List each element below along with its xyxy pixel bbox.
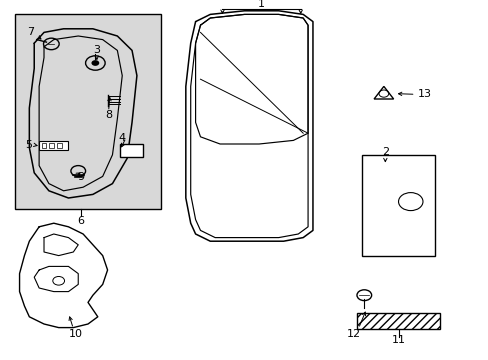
Text: 10: 10 xyxy=(69,329,82,339)
Text: 4: 4 xyxy=(119,132,125,143)
Text: 11: 11 xyxy=(391,335,405,345)
Bar xyxy=(57,143,61,148)
Bar xyxy=(15,14,161,209)
Bar xyxy=(120,144,143,157)
Text: 8: 8 xyxy=(105,110,112,120)
Text: 2: 2 xyxy=(381,147,388,157)
Text: 1: 1 xyxy=(258,0,264,9)
Bar xyxy=(361,155,434,256)
Text: 13: 13 xyxy=(417,89,431,99)
Text: 12: 12 xyxy=(346,329,360,339)
Circle shape xyxy=(91,60,99,66)
Text: 3: 3 xyxy=(93,45,100,55)
Bar xyxy=(49,143,54,148)
Text: 6: 6 xyxy=(77,216,84,226)
Bar xyxy=(356,313,439,329)
Text: 7: 7 xyxy=(27,27,34,37)
Bar xyxy=(41,143,46,148)
Text: 9: 9 xyxy=(77,172,84,182)
Bar xyxy=(39,141,68,150)
Text: 5: 5 xyxy=(25,140,32,150)
